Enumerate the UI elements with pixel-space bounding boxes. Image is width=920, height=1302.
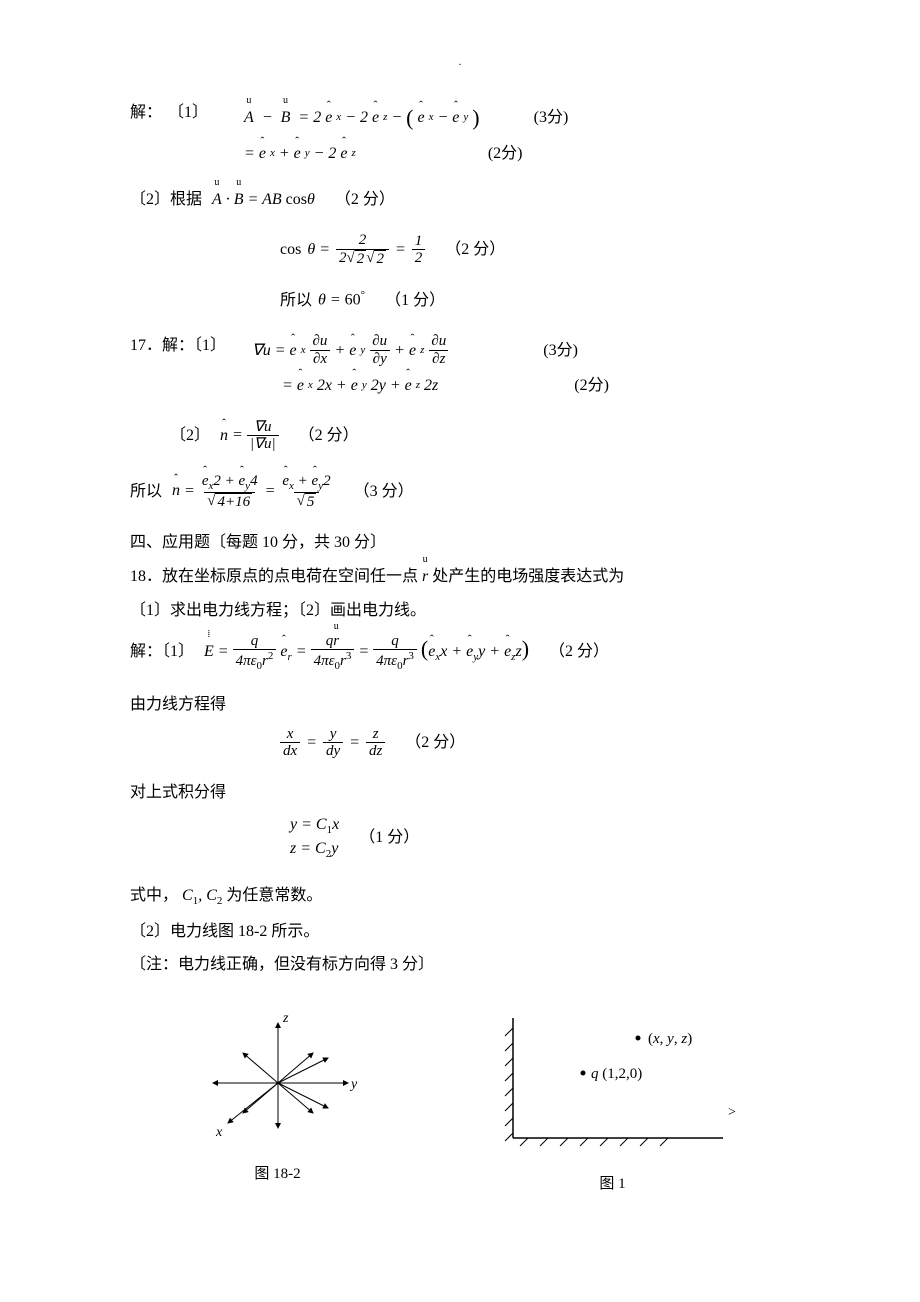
q18-line3: 对上式积分得 [130,780,800,806]
q18-diff: xdx = ydy = zdz （2 分） [130,726,800,760]
figures: z y x 图 18-2 [130,1008,800,1197]
q16-part1: 解： 〔1〕 uA − uB = 2ex − 2ez − (ex − ey) (… [130,100,800,167]
score: （2 分） [445,237,505,263]
part2-label: 〔2〕根据 [130,187,202,213]
q17-result: 所以 n = ex2 + ey4 √4+16 = ex + ey2 √5 （3 … [130,473,800,511]
q16-eq1-line1: uA − uB = 2ex − 2ez − (ex − ey) (3分) [244,100,568,135]
q17-prefix: 17．解：〔1〕 [130,333,226,359]
score: (3分) [534,105,569,131]
q16-theta: 所以 θ = 60° （1 分） [130,287,800,313]
part1-label: 〔1〕 [168,100,208,126]
q16-cos: cosθ = 22√2√2 = 12 （2 分） [130,232,800,267]
score: (2分) [574,373,609,399]
q18-line2: 由力线方程得 [130,692,800,718]
score: （2 分） [405,730,465,756]
figure-1: (x, y, z) q (1,2,0) > 图 1 [483,1008,743,1197]
score: (2分) [488,141,523,167]
document-body: 解： 〔1〕 uA − uB = 2ex − 2ez − (ex − ey) (… [0,0,920,1196]
figure-18-2: z y x 图 18-2 [188,1008,368,1197]
q18-line4: 式中， C1, C2 为任意常数。 [130,883,800,911]
therefore: 所以 [130,479,162,505]
svg-text:z: z [282,1011,289,1026]
page-marker: · [458,60,461,71]
q18-int: y = C1x z = C2y （1 分） [130,814,800,863]
corner-svg: (x, y, z) q (1,2,0) > [483,1008,743,1158]
q18-stem: 18．放在坐标原点的点电荷在空间任一点 r 处产生的电场强度表达式为 18．放在… [130,564,800,590]
score: （2 分） [299,423,359,449]
score: （3 分） [354,479,414,505]
score: （1 分） [385,288,445,314]
sol-label: 解：〔1〕 [130,639,194,665]
svg-text:y: y [349,1077,358,1092]
q17-part2: 〔2〕 n = ∇u|∇u| （2 分） [130,419,800,453]
q17-part1: 17．解：〔1〕 ∇u = ex ∂u∂x + ey ∂u∂y + ez ∂u∂… [130,333,800,399]
q18-parts: 〔1〕求出电力线方程；〔2〕画出电力线。 [130,598,800,624]
q16-eq1-line2: = ex + ey − 2ez (2分) [244,141,568,167]
q18-sol1: 解：〔1〕 ⁞E = q4πε0r2 er = qur4πε0r3 = q4πε… [130,631,800,672]
q18-note: 〔注：电力线正确，但没有标方向得 3 分〕 [130,952,800,978]
sol-label: 解： [130,100,162,126]
score: （2 分） [549,639,609,665]
svg-text:q (1,2,0): q (1,2,0) [591,1066,642,1082]
q17-eq1-l2: = ex 2x + ey 2y + ez 2z (2分) [252,373,609,399]
q16-part2: 〔2〕根据 uA · uB = AB cosθ （2 分） [130,187,800,213]
score: （1 分） [359,825,419,851]
svg-text:(x, y, z): (x, y, z) [648,1031,692,1047]
q18-part2: 〔2〕电力线图 18-2 所示。 [130,919,800,945]
q17-eq1-l1: ∇u = ex ∂u∂x + ey ∂u∂y + ez ∂u∂z (3分) [252,333,609,367]
fig-caption: 图 1 [483,1172,743,1196]
part2-label: 〔2〕 [170,423,210,449]
section4-title: 四、应用题〔每题 10 分，共 30 分〕 [130,530,800,556]
score: （2 分） [335,187,395,213]
svg-text:>: > [728,1105,736,1120]
score: (3分) [543,338,578,364]
svg-text:x: x [215,1125,223,1140]
fig-caption: 图 18-2 [188,1162,368,1186]
therefore: 所以 [280,288,312,314]
radial-field-svg: z y x [188,1008,368,1148]
